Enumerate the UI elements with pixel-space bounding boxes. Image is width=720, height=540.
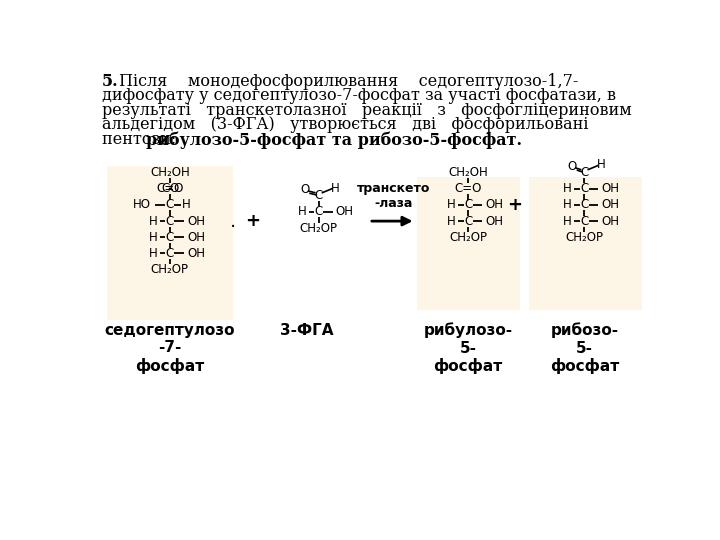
Text: OH: OH <box>601 214 619 228</box>
Text: H: H <box>597 158 606 171</box>
Text: 3-ФГА: 3-ФГА <box>280 323 334 338</box>
Text: C: C <box>464 214 472 228</box>
Text: дифосфату у седогептулозо-7-фосфат за участі фосфатази, в: дифосфату у седогептулозо-7-фосфат за уч… <box>102 87 616 104</box>
Text: CH₂OH: CH₂OH <box>449 166 488 179</box>
Text: результаті   транскетолазної   реакції   з   фосфогліцериновим: результаті транскетолазної реакції з фос… <box>102 102 631 119</box>
Text: OH: OH <box>601 198 619 212</box>
Text: рибулозо-5-фосфат та рибозо-5-фосфат.: рибулозо-5-фосфат та рибозо-5-фосфат. <box>145 131 522 148</box>
Text: седогептулозо
-7-
фосфат: седогептулозо -7- фосфат <box>104 323 235 374</box>
Text: C: C <box>580 183 588 195</box>
Text: OH: OH <box>187 214 205 228</box>
Bar <box>529 177 642 309</box>
Text: C: C <box>166 247 174 260</box>
Text: H: H <box>563 183 572 195</box>
Text: H: H <box>447 214 456 228</box>
Text: C: C <box>315 189 323 202</box>
Text: H: H <box>563 214 572 228</box>
Text: CH₂OP: CH₂OP <box>150 263 189 276</box>
Text: C=O: C=O <box>156 183 184 195</box>
Text: рибулозо-
5-
фосфат: рибулозо- 5- фосфат <box>423 323 513 374</box>
Text: O: O <box>300 183 310 196</box>
Text: H: H <box>182 198 191 212</box>
Text: OH: OH <box>485 214 503 228</box>
Text: H: H <box>563 198 572 212</box>
Text: OH: OH <box>187 247 205 260</box>
Text: C: C <box>166 231 174 244</box>
Text: OH: OH <box>601 183 619 195</box>
Bar <box>417 177 520 309</box>
Text: C: C <box>166 214 174 228</box>
Text: C: C <box>161 183 169 195</box>
Text: Після    монодефосфорилювання    седогептулозо-1,7-: Після монодефосфорилювання седогептулозо… <box>119 72 578 90</box>
Bar <box>107 166 233 320</box>
Text: H: H <box>447 198 456 212</box>
Text: OH: OH <box>336 205 354 218</box>
Text: C: C <box>464 198 472 212</box>
Text: 5.: 5. <box>102 72 118 90</box>
Text: альдегідом   (3-ФГА)   утворюється   дві   фосфорильовані: альдегідом (3-ФГА) утворюється дві фосфо… <box>102 117 588 133</box>
Text: C: C <box>315 205 323 218</box>
Text: CH₂OP: CH₂OP <box>565 231 603 244</box>
Text: OH: OH <box>485 198 503 212</box>
Text: C: C <box>166 198 174 212</box>
Text: C: C <box>580 198 588 212</box>
Text: пентози:: пентози: <box>102 131 181 148</box>
Text: H: H <box>297 205 306 218</box>
Text: O: O <box>567 160 577 173</box>
Text: CH₂OP: CH₂OP <box>300 221 338 234</box>
Text: C=O: C=O <box>454 183 482 195</box>
Text: H: H <box>148 247 158 260</box>
Text: C: C <box>580 214 588 228</box>
Text: C: C <box>580 166 588 179</box>
Text: OH: OH <box>187 231 205 244</box>
Text: HO: HO <box>133 198 151 212</box>
Text: транскето
-лаза: транскето -лаза <box>357 183 431 211</box>
Text: рибозо-
5-
фосфат: рибозо- 5- фосфат <box>550 323 619 374</box>
Text: .: . <box>230 212 236 231</box>
Text: +: + <box>246 212 260 230</box>
Text: +: + <box>507 196 522 214</box>
Text: O: O <box>170 183 179 195</box>
Text: H: H <box>148 214 158 228</box>
Text: CH₂OH: CH₂OH <box>150 166 189 179</box>
Text: H: H <box>148 231 158 244</box>
Text: H: H <box>331 181 340 194</box>
Text: CH₂OP: CH₂OP <box>449 231 487 244</box>
